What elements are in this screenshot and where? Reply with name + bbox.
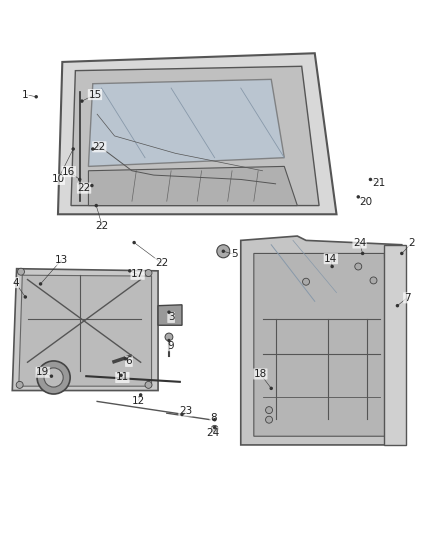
Text: 1: 1: [22, 90, 28, 100]
Text: 15: 15: [88, 90, 102, 100]
Circle shape: [24, 295, 27, 298]
Circle shape: [139, 393, 142, 397]
Circle shape: [80, 99, 84, 103]
Text: 22: 22: [96, 221, 109, 231]
Circle shape: [18, 268, 25, 275]
Circle shape: [39, 282, 42, 286]
Text: 22: 22: [78, 183, 91, 193]
Circle shape: [222, 249, 225, 253]
Polygon shape: [158, 305, 182, 325]
Text: 17: 17: [131, 269, 144, 279]
Text: 2: 2: [408, 238, 415, 248]
Text: 21: 21: [372, 177, 385, 188]
Circle shape: [265, 416, 272, 423]
Circle shape: [49, 375, 53, 378]
Circle shape: [213, 418, 216, 422]
Text: 23: 23: [179, 406, 192, 416]
Text: 5: 5: [231, 249, 237, 260]
Polygon shape: [71, 66, 319, 206]
Text: 13: 13: [55, 255, 68, 265]
Circle shape: [78, 177, 81, 181]
Circle shape: [167, 339, 171, 342]
Circle shape: [90, 184, 94, 187]
Text: 8: 8: [210, 413, 217, 423]
Circle shape: [357, 195, 360, 199]
Polygon shape: [88, 79, 284, 166]
Circle shape: [167, 310, 171, 314]
Text: 4: 4: [12, 278, 19, 288]
Circle shape: [128, 269, 131, 272]
Circle shape: [124, 357, 127, 360]
Circle shape: [400, 252, 403, 255]
Polygon shape: [12, 269, 158, 391]
Circle shape: [145, 270, 152, 277]
Text: 12: 12: [132, 395, 145, 406]
Text: 22: 22: [155, 258, 168, 268]
Circle shape: [217, 245, 230, 258]
Circle shape: [361, 252, 364, 255]
Polygon shape: [19, 275, 152, 386]
Text: 7: 7: [404, 293, 410, 303]
Circle shape: [16, 382, 23, 389]
Text: 11: 11: [116, 373, 129, 383]
Polygon shape: [58, 53, 336, 214]
Circle shape: [330, 265, 334, 268]
Circle shape: [35, 95, 38, 99]
Text: 19: 19: [36, 367, 49, 377]
Circle shape: [165, 333, 173, 341]
Circle shape: [396, 304, 399, 308]
Text: 14: 14: [324, 254, 337, 264]
Circle shape: [95, 204, 98, 207]
Text: 22: 22: [93, 142, 106, 152]
Circle shape: [269, 386, 273, 390]
Circle shape: [303, 278, 310, 285]
Text: 18: 18: [254, 369, 267, 379]
Circle shape: [265, 407, 272, 414]
Circle shape: [37, 361, 70, 394]
Text: 3: 3: [168, 312, 174, 322]
Circle shape: [119, 374, 123, 377]
Circle shape: [355, 263, 362, 270]
Circle shape: [71, 147, 75, 151]
Polygon shape: [241, 236, 406, 445]
Circle shape: [91, 147, 95, 151]
Circle shape: [369, 177, 372, 181]
Text: 16: 16: [62, 167, 75, 176]
Text: 20: 20: [360, 197, 373, 207]
Text: 9: 9: [168, 341, 174, 351]
Polygon shape: [385, 245, 406, 445]
Circle shape: [132, 241, 136, 244]
Circle shape: [211, 425, 218, 432]
Polygon shape: [254, 254, 389, 436]
Circle shape: [213, 426, 216, 429]
Text: 24: 24: [207, 428, 220, 438]
Circle shape: [145, 382, 152, 389]
Circle shape: [180, 413, 184, 416]
Circle shape: [370, 277, 377, 284]
Text: 24: 24: [353, 238, 366, 248]
Text: 10: 10: [51, 174, 64, 184]
Text: 6: 6: [126, 357, 132, 366]
Circle shape: [44, 368, 63, 387]
Polygon shape: [88, 166, 297, 206]
